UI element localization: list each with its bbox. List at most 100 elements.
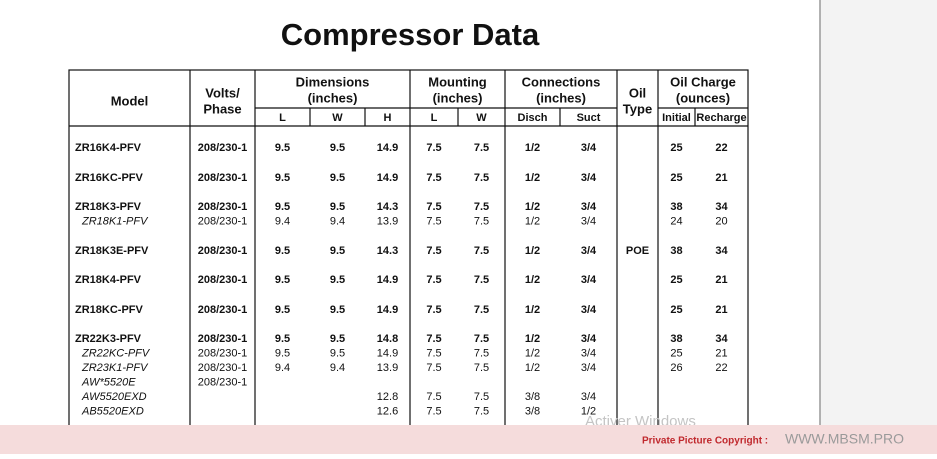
data-cell: 24 [670,215,682,227]
data-cell: 12.8 [377,391,398,403]
data-cell: 9.4 [275,215,290,227]
data-cell: 3/4 [581,391,596,403]
data-cell: 208/230-1 [198,274,248,286]
data-cell: 7.5 [474,274,489,286]
data-cell: 1/2 [525,142,540,154]
header-label: Phase [203,101,241,116]
data-cell: 14.3 [377,201,398,213]
data-cell: 1/2 [525,172,540,184]
data-cell: 3/4 [581,362,596,374]
data-cell: 7.5 [426,405,441,417]
data-cell: 9.5 [330,172,345,184]
data-cell: 1/2 [525,362,540,374]
sub-header-label: H [384,112,392,124]
footer-label: Private Picture Copyright : [642,436,768,447]
data-cell: 9.5 [330,245,345,257]
data-cell: 208/230-1 [198,172,248,184]
data-cell: 9.5 [275,274,290,286]
model-cell: ZR18KC-PFV [75,304,144,316]
data-cell: 34 [715,333,728,345]
data-cell: 9.4 [330,362,345,374]
data-cell: 9.5 [275,172,290,184]
data-cell: 13.9 [377,215,398,227]
data-cell: 7.5 [474,391,489,403]
data-cell: 1/2 [525,215,540,227]
data-cell: 7.5 [474,333,489,345]
data-cell: 7.5 [426,333,441,345]
data-cell: 25 [670,274,682,286]
data-cell: 34 [715,245,728,257]
header-label: (inches) [433,90,483,105]
data-cell: 1/2 [525,274,540,286]
data-cell: 208/230-1 [198,142,248,154]
data-cell: 7.5 [474,172,489,184]
data-cell: 208/230-1 [198,362,248,374]
header-label: Type [623,101,652,116]
sub-header-label: W [332,112,343,124]
data-cell: 38 [670,333,682,345]
header-label: (inches) [308,90,358,105]
data-cell: 9.5 [330,304,345,316]
data-cell: 7.5 [474,347,489,359]
sub-header-label: Recharge [696,112,746,124]
data-cell: 38 [670,201,682,213]
side-area [820,0,937,454]
data-cell: 3/8 [525,391,540,403]
data-cell: 9.5 [330,347,345,359]
header-label: Dimensions [296,74,370,89]
model-cell: ZR18K4-PFV [75,274,142,286]
data-cell: 9.5 [275,245,290,257]
data-cell: 14.8 [377,333,398,345]
data-cell: 25 [670,347,682,359]
data-cell: 21 [715,274,727,286]
data-cell: 3/4 [581,142,597,154]
footer-site: WWW.MBSM.PRO [785,431,904,447]
data-cell: 14.9 [377,172,398,184]
data-cell: 34 [715,201,728,213]
data-cell: 7.5 [426,215,441,227]
data-cell: 26 [670,362,682,374]
data-cell: 20 [715,215,727,227]
data-cell: 7.5 [474,215,489,227]
model-cell: AB5520EXD [81,405,144,417]
data-cell: 1/2 [525,245,540,257]
data-cell: 1/2 [525,201,540,213]
data-cell: 3/4 [581,201,597,213]
data-cell: 9.5 [275,304,290,316]
header-label: Volts/ [205,85,240,100]
sub-header-label: L [431,112,438,124]
data-cell: 9.5 [275,142,290,154]
data-cell: 7.5 [426,172,441,184]
data-cell: 208/230-1 [198,347,248,359]
data-cell: 208/230-1 [198,333,248,345]
data-cell: 1/2 [581,405,596,417]
model-cell: AW*5520E [81,376,136,388]
data-cell: 14.9 [377,347,398,359]
sub-header-label: Initial [662,112,691,124]
header-label: Oil Charge [670,74,736,89]
data-cell: 9.5 [275,333,290,345]
data-cell: 208/230-1 [198,215,248,227]
data-cell: 3/8 [525,405,540,417]
header-label: (ounces) [676,90,730,105]
data-cell: 14.9 [377,274,398,286]
data-cell: 3/4 [581,333,597,345]
data-cell: 208/230-1 [198,245,248,257]
data-cell: 7.5 [426,347,441,359]
data-cell: 3/4 [581,245,597,257]
data-cell: 3/4 [581,304,597,316]
sub-header-label: Suct [577,112,601,124]
data-cell: 14.9 [377,142,398,154]
data-cell: 3/4 [581,215,596,227]
data-cell: 14.9 [377,304,398,316]
data-cell: 7.5 [426,304,441,316]
data-cell: 9.5 [330,142,345,154]
data-cell: 7.5 [474,142,489,154]
data-cell: 7.5 [426,142,441,154]
data-cell: 1/2 [525,304,540,316]
data-cell: 208/230-1 [198,201,248,213]
data-cell: 22 [715,362,727,374]
footer-band [0,425,937,454]
data-cell: 9.5 [330,201,345,213]
